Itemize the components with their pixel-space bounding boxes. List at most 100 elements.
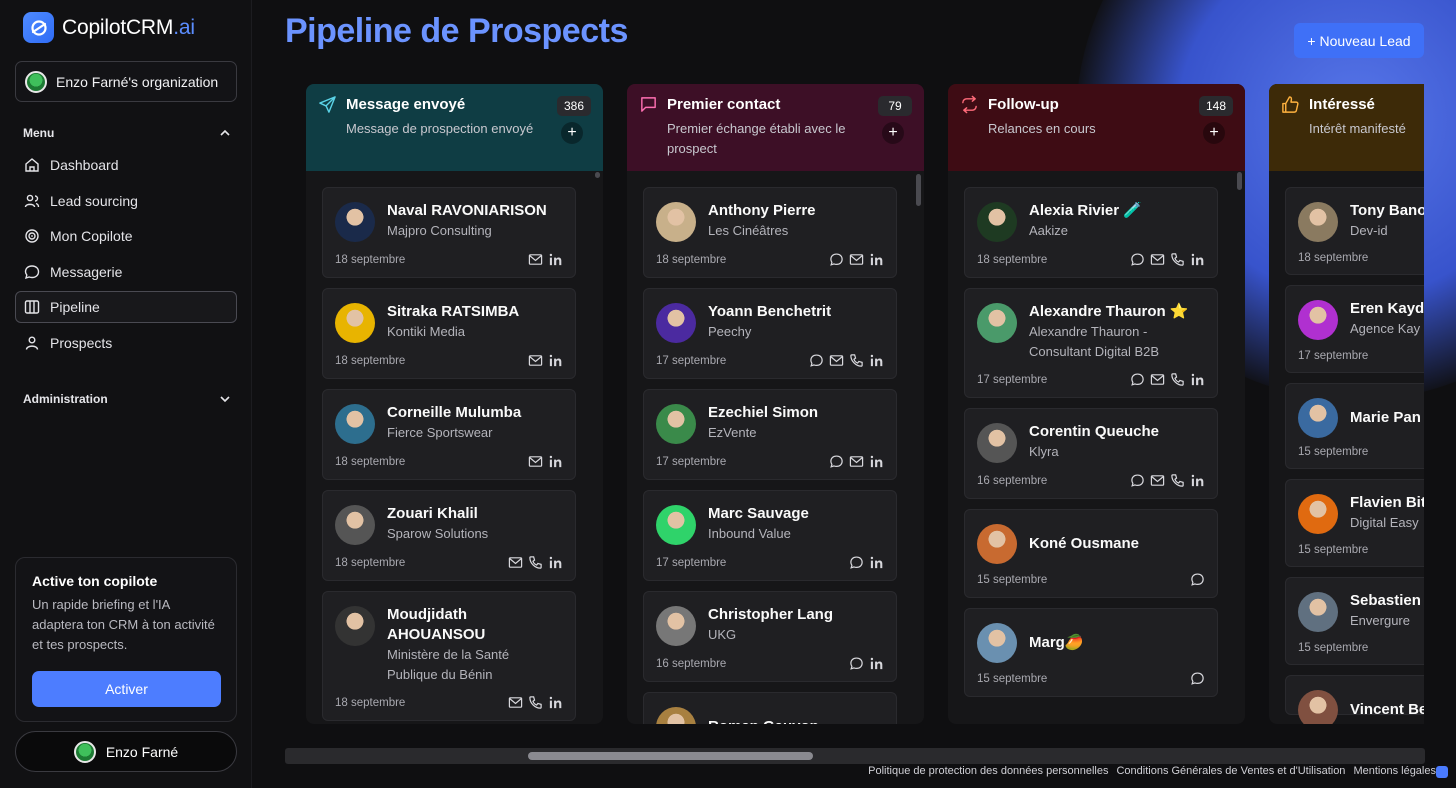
activate-button[interactable]: Activer	[32, 671, 221, 707]
linkedin-icon[interactable]	[869, 353, 884, 368]
lead-card[interactable]: Yoann Benchetrit Peechy 17 septembre	[643, 288, 897, 379]
chat-icon[interactable]	[1130, 473, 1145, 488]
chat-icon[interactable]	[1130, 372, 1145, 387]
lead-card[interactable]: Moudjidath AHOUANSOU Ministère de la Sant…	[322, 591, 576, 721]
organization-switcher[interactable]: Enzo Farné's organization	[15, 61, 237, 102]
contact-date: 18 septembre	[1298, 252, 1369, 264]
add-lead-button[interactable]: +	[882, 122, 904, 144]
lead-card[interactable]: Sitraka RATSIMBA Kontiki Media 18 septembr…	[322, 288, 576, 379]
menu-section-toggle[interactable]: Menu	[23, 126, 231, 140]
card-header: Yoann Benchetrit Peechy	[644, 289, 896, 343]
lead-card[interactable]: Marie Pan 15 septembre	[1285, 383, 1424, 469]
lead-card[interactable]: Eren Kayd Agence Kay 17 septembre	[1285, 285, 1424, 373]
chat-icon[interactable]	[849, 656, 864, 671]
lead-card[interactable]: Roman Gauyon	[643, 692, 897, 724]
sidebar-item-dashboard[interactable]: Dashboard	[15, 149, 237, 181]
legal-notice-link[interactable]: Mentions légales	[1353, 765, 1436, 777]
linkedin-icon[interactable]	[869, 252, 884, 267]
lead-card[interactable]: Christopher Lang UKG 16 septembre	[643, 591, 897, 682]
column-title-row: Premier contact	[639, 95, 912, 114]
phone-icon[interactable]	[849, 353, 864, 368]
sidebar-item-pipeline[interactable]: Pipeline	[15, 291, 237, 324]
lead-card[interactable]: Sebastien H Envergure 15 septembre	[1285, 577, 1424, 665]
column-header: Premier contact Premier échange établi av…	[627, 84, 924, 171]
add-lead-button[interactable]: +	[561, 122, 583, 144]
linkedin-icon[interactable]	[869, 656, 884, 671]
lead-card[interactable]: Vincent Be	[1285, 675, 1424, 724]
phone-icon[interactable]	[1170, 473, 1185, 488]
lead-card[interactable]: Ezechiel Simon EzVente 17 septembre	[643, 389, 897, 480]
mail-icon[interactable]	[508, 695, 523, 710]
terms-link[interactable]: Conditions Générales de Ventes et d'Util…	[1116, 765, 1346, 777]
linkedin-icon[interactable]	[1190, 252, 1205, 267]
lead-card[interactable]: Marc Sauvage Inbound Value 17 septembre	[643, 490, 897, 581]
linkedin-icon[interactable]	[548, 252, 563, 267]
lead-card[interactable]: Koné Ousmane 15 septembre	[964, 509, 1218, 598]
chat-icon[interactable]	[829, 252, 844, 267]
cookie-settings-icon[interactable]	[1436, 766, 1448, 778]
column-scrollbar-thumb[interactable]	[595, 172, 600, 178]
chat-icon[interactable]	[809, 353, 824, 368]
horizontal-scrollbar[interactable]	[285, 748, 1425, 764]
avatar	[1298, 592, 1338, 632]
sidebar-item-lead-sourcing[interactable]: Lead sourcing	[15, 185, 237, 217]
lead-card[interactable]: Alexia Rivier 🧪 Aakize 18 septembre	[964, 187, 1218, 278]
sidebar-item-messagerie[interactable]: Messagerie	[15, 256, 237, 288]
avatar	[656, 202, 696, 242]
mail-icon[interactable]	[1150, 372, 1165, 387]
chat-icon[interactable]	[1190, 671, 1205, 686]
linkedin-icon[interactable]	[548, 555, 563, 570]
chevron-up-icon	[220, 129, 230, 136]
lead-card[interactable]: Corentin Queuche Klyra 16 septembre	[964, 408, 1218, 499]
user-menu-button[interactable]: Enzo Farné	[15, 731, 237, 772]
linkedin-icon[interactable]	[548, 353, 563, 368]
app-logo[interactable]: CopilotCRM.ai	[23, 12, 195, 43]
chat-icon[interactable]	[1130, 252, 1145, 267]
chat-icon[interactable]	[849, 555, 864, 570]
mail-icon[interactable]	[1150, 473, 1165, 488]
add-lead-button[interactable]: +	[1203, 122, 1225, 144]
linkedin-icon[interactable]	[1190, 372, 1205, 387]
administration-section-toggle[interactable]: Administration	[23, 392, 231, 406]
chat-icon[interactable]	[1190, 572, 1205, 587]
phone-icon[interactable]	[528, 695, 543, 710]
lead-card[interactable]: Naval RAVONIARISON Majpro Consulting 18 se…	[322, 187, 576, 278]
mail-icon[interactable]	[849, 252, 864, 267]
chat-icon[interactable]	[829, 454, 844, 469]
horizontal-scrollbar-thumb[interactable]	[528, 752, 813, 760]
lead-card[interactable]: Alexandre Thauron ⭐ Alexandre Thauron - C…	[964, 288, 1218, 398]
linkedin-icon[interactable]	[1190, 473, 1205, 488]
linkedin-icon[interactable]	[869, 555, 884, 570]
privacy-policy-link[interactable]: Politique de protection des données pers…	[868, 765, 1109, 777]
mail-icon[interactable]	[528, 353, 543, 368]
mail-icon[interactable]	[528, 252, 543, 267]
new-lead-button[interactable]: + Nouveau Lead	[1294, 23, 1424, 58]
mail-icon[interactable]	[1150, 252, 1165, 267]
column-scrollbar-thumb[interactable]	[1237, 172, 1242, 190]
linkedin-icon[interactable]	[548, 454, 563, 469]
lead-card[interactable]: Marg🥭 15 septembre	[964, 608, 1218, 697]
card-header: Naval RAVONIARISON Majpro Consulting	[323, 188, 575, 242]
lead-card[interactable]: Zouari Khalil Sparow Solutions 18 septembr…	[322, 490, 576, 581]
lead-card[interactable]: Corneille Mulumba Fierce Sportswear 18 sep…	[322, 389, 576, 480]
mail-icon[interactable]	[508, 555, 523, 570]
lead-company: Dev-id	[1350, 223, 1388, 238]
sidebar-item-mon-copilote[interactable]: Mon Copilote	[15, 220, 237, 252]
lead-info: Alexandre Thauron ⭐ Alexandre Thauron - C…	[1029, 302, 1205, 362]
lead-company: Digital Easy	[1350, 515, 1419, 530]
phone-icon[interactable]	[1170, 372, 1185, 387]
mail-icon[interactable]	[829, 353, 844, 368]
linkedin-icon[interactable]	[869, 454, 884, 469]
phone-icon[interactable]	[1170, 252, 1185, 267]
linkedin-icon[interactable]	[548, 695, 563, 710]
contact-date: 15 septembre	[1298, 446, 1369, 458]
mail-icon[interactable]	[849, 454, 864, 469]
lead-card[interactable]: Anthony Pierre Les Cinéâtres 18 septembre	[643, 187, 897, 278]
column-scrollbar-thumb[interactable]	[916, 174, 921, 206]
lead-card[interactable]: Tony Bano Dev-id 18 septembre	[1285, 187, 1424, 275]
contact-date: 18 septembre	[335, 253, 406, 266]
sidebar-item-prospects[interactable]: Prospects	[15, 327, 237, 359]
phone-icon[interactable]	[528, 555, 543, 570]
lead-card[interactable]: Flavien Bit Digital Easy 15 septembre	[1285, 479, 1424, 567]
mail-icon[interactable]	[528, 454, 543, 469]
